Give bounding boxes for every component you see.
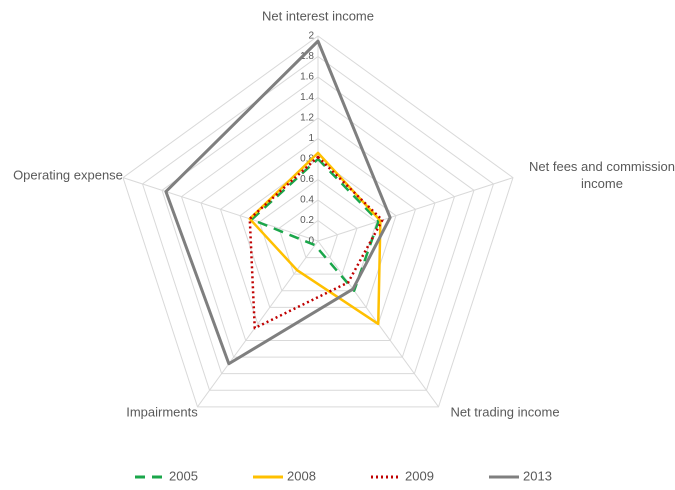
grid-line	[278, 199, 358, 275]
axis-line	[317, 177, 514, 242]
r-tick-label: 0.2	[300, 215, 314, 226]
category-label: Impairments	[126, 404, 198, 419]
r-tick-label: 1.4	[300, 92, 314, 103]
r-tick-label: 0	[308, 236, 314, 247]
series-line	[164, 39, 392, 366]
series-line	[250, 157, 380, 293]
r-tick-label: 1.2	[300, 113, 314, 124]
axis-line	[122, 177, 319, 242]
legend-label: 2005	[169, 468, 198, 483]
legend-label: 2009	[405, 468, 434, 483]
series-line	[248, 151, 382, 326]
legend-label: 2008	[287, 468, 316, 483]
legend-label: 2013	[523, 468, 552, 483]
r-tick-label: 0.8	[300, 154, 314, 165]
grid-line	[200, 117, 436, 342]
category-label: Operating expense	[13, 167, 123, 182]
grid-line	[258, 178, 378, 292]
r-tick-label: 2	[308, 31, 314, 42]
r-tick-label: 0.4	[300, 195, 314, 206]
grid-line	[180, 96, 456, 358]
r-tick-label: 1	[308, 133, 314, 144]
r-tick-label: 1.6	[300, 72, 314, 83]
grid-line	[297, 219, 339, 259]
r-tick-label: 0.6	[300, 174, 314, 185]
grid-line	[219, 137, 417, 325]
axis-line	[197, 240, 319, 408]
r-tick-label: 1.8	[300, 51, 314, 62]
grid-line	[122, 35, 514, 408]
category-label: Net interest income	[262, 8, 374, 23]
grid-line	[141, 55, 495, 391]
grid-line	[239, 158, 397, 308]
series-line	[248, 155, 384, 330]
category-label: Net trading income	[450, 404, 559, 419]
category-label: Net fees and commission income	[529, 159, 675, 191]
